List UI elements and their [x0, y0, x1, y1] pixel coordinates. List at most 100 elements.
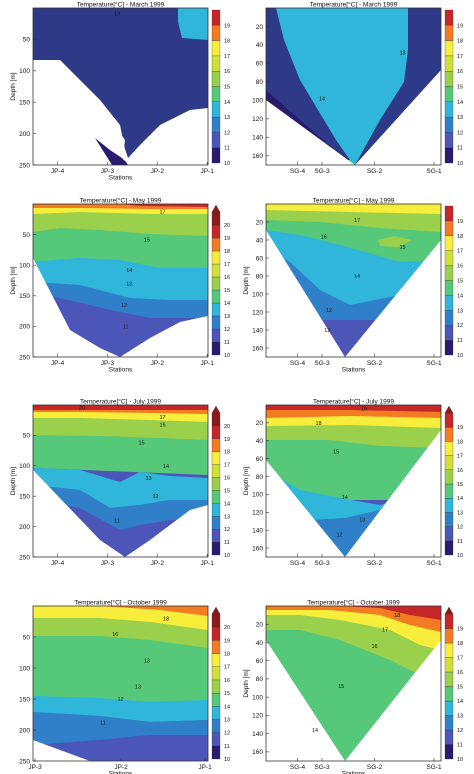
colorbar-swatch	[211, 276, 221, 291]
colorbar-tick-label: 13	[457, 510, 463, 516]
y-tick-label: 160	[252, 345, 263, 352]
y-tick-label: 250	[19, 162, 30, 169]
colorbar-swatch	[444, 526, 454, 541]
colorbar-tick-label: 16	[224, 275, 230, 281]
colorbar-tick-label: 11	[224, 340, 230, 346]
colorbar-swatch	[444, 512, 454, 527]
contour-label: 18	[315, 421, 321, 427]
x-tick-label: JP-3	[101, 560, 115, 567]
y-tick-label: 120	[252, 116, 263, 123]
x-tick-label: JP-4	[51, 560, 65, 567]
contour-label: 13	[135, 685, 141, 691]
colorbar-tick-label: 15	[224, 85, 230, 91]
y-tick-label: 50	[23, 232, 31, 239]
colorbar-tick-label: 18	[457, 39, 463, 45]
colorbar-tick-label: 15	[224, 691, 230, 697]
y-tick-label: 140	[252, 731, 263, 738]
colorbar-swatch	[444, 628, 454, 644]
colorbar-tick-label: 10	[457, 353, 463, 359]
colorbar-tick-label: 10	[457, 553, 463, 559]
contour-label: 13	[359, 517, 365, 523]
y-axis-label: Depth [m]	[243, 467, 250, 495]
colorbar-swatch	[444, 686, 454, 702]
colorbar-swatch	[211, 464, 221, 478]
y-tick-label: 150	[19, 100, 30, 107]
colorbar-tick-label: 10	[224, 757, 230, 763]
colorbar-swatch	[211, 477, 221, 491]
contour-label: 12	[326, 308, 332, 314]
colorbar-swatch	[211, 438, 221, 452]
colorbar-swatch	[211, 55, 221, 72]
colorbar-swatch	[211, 224, 221, 239]
panel-jp-october	[33, 606, 208, 761]
contour-label: 14	[126, 268, 132, 274]
chart-title: Temperature[°C] - May 1999	[313, 197, 395, 205]
colorbar-arrow	[444, 405, 454, 414]
colorbar-swatch	[444, 715, 454, 731]
colorbar-swatch	[211, 412, 221, 427]
chart-title: Temperature[°C] - May 1999	[80, 197, 162, 205]
contour-label: 12	[121, 303, 127, 309]
y-tick-label: 100	[252, 492, 263, 499]
contour-label: 15	[144, 237, 150, 243]
colorbar-arrow	[211, 204, 221, 213]
contour-label: 12	[324, 328, 330, 334]
contour-label: 14	[354, 274, 360, 280]
y-tick-label: 250	[19, 758, 30, 765]
colorbar-tick-label: 14	[457, 699, 463, 705]
chart-title: Temperature[°C] - July 1999	[80, 398, 161, 406]
y-tick-label: 200	[19, 727, 30, 734]
x-tick-label: JP-1	[200, 360, 214, 367]
colorbar-tick-label: 11	[224, 744, 230, 750]
colorbar-swatch	[211, 745, 221, 760]
colorbar-tick-label: 12	[457, 130, 463, 136]
colorbar-tick-label: 10	[457, 161, 463, 167]
x-axis-label: Stations	[109, 175, 133, 182]
colorbar-tick-label: 17	[457, 54, 463, 60]
colorbar-tick-label: 19	[457, 219, 463, 225]
contour-label: 13	[399, 50, 405, 56]
colorbar-swatch	[444, 427, 454, 442]
colorbar-swatch	[444, 101, 454, 118]
x-tick-label: SG-4	[290, 360, 306, 367]
contour-label: 13	[126, 282, 132, 288]
contour-label: 16	[371, 644, 377, 650]
contour-label: 15	[399, 245, 405, 251]
colorbar-tick-label: 12	[457, 525, 463, 531]
colorbar-tick-label: 19	[224, 638, 230, 644]
colorbar-swatch	[211, 503, 221, 517]
y-tick-label: 120	[252, 713, 263, 720]
contour-label: 12	[336, 533, 342, 539]
x-axis-label: Stations	[109, 771, 133, 774]
colorbar-tick-label: 18	[224, 652, 230, 658]
x-tick-label: SG-4	[290, 764, 306, 771]
y-tick-label: 50	[23, 37, 31, 44]
x-tick-label: JP-3	[28, 764, 42, 771]
y-tick-label: 60	[256, 255, 264, 262]
contour-label: 15	[138, 441, 144, 447]
contour-label: 14	[342, 495, 348, 501]
y-tick-label: 140	[252, 527, 263, 534]
panel-sg-may	[266, 204, 441, 357]
colorbar-tick-label: 11	[224, 540, 230, 546]
colorbar-swatch	[211, 315, 221, 330]
colorbar-tick-label: 13	[224, 314, 230, 320]
colorbar-swatch	[211, 719, 221, 733]
y-axis-label: Depth [m]	[10, 72, 17, 100]
colorbar-swatch	[211, 627, 221, 641]
colorbar-swatch	[211, 147, 221, 164]
x-tick-label: JP-2	[114, 764, 128, 771]
colorbar-swatch	[444, 469, 454, 485]
colorbar-tick-label: 18	[224, 39, 230, 45]
contour-label: 13	[145, 476, 151, 482]
colorbar-tick-label: 15	[224, 488, 230, 494]
colorbar-tick-label: 16	[224, 69, 230, 75]
panel-jp-may	[33, 204, 208, 357]
x-tick-label: SG-2	[367, 168, 383, 175]
y-tick-label: 140	[252, 327, 263, 334]
colorbar-swatch	[211, 490, 221, 504]
colorbar-swatch	[444, 498, 454, 513]
colorbar-tick-label: 17	[457, 656, 463, 662]
x-tick-label: JP-1	[200, 168, 214, 175]
